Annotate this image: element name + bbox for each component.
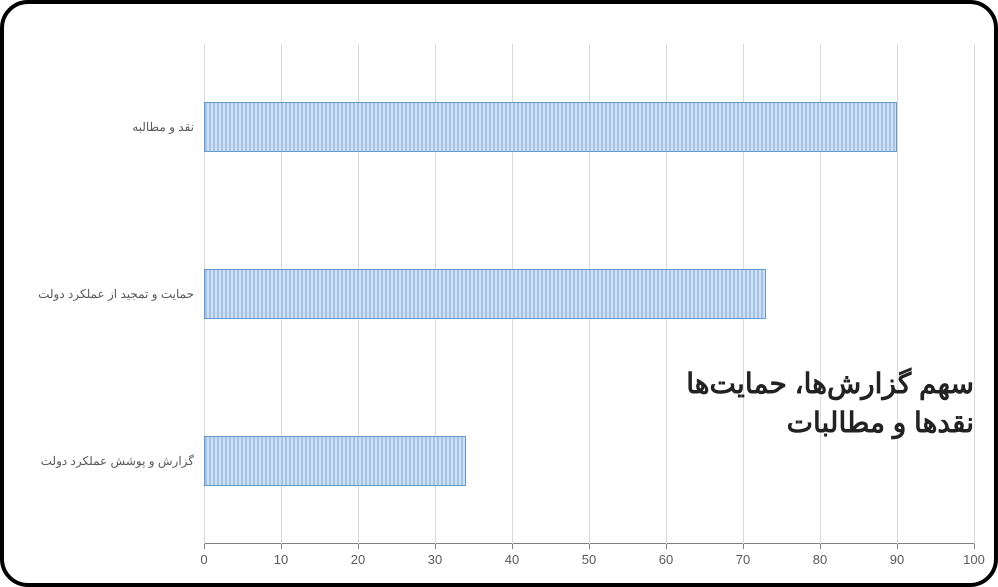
category-label: حمایت و تمجید از عملکرد دولت xyxy=(38,287,194,301)
grid-line xyxy=(974,44,975,544)
x-tick-label: 0 xyxy=(200,552,207,567)
bar-report xyxy=(204,436,466,486)
x-tick-label: 10 xyxy=(274,552,288,567)
x-tick xyxy=(820,544,821,549)
category-label: نقد و مطالبه xyxy=(132,120,194,134)
x-tick-label: 90 xyxy=(890,552,904,567)
chart-title: سهم گزارش‌ها، حمایت‌ها نقدها و مطالبات xyxy=(686,364,974,442)
x-tick xyxy=(512,544,513,549)
x-tick xyxy=(435,544,436,549)
x-tick-label: 60 xyxy=(659,552,673,567)
x-tick-label: 40 xyxy=(505,552,519,567)
chart-frame: 0 10 20 30 40 50 60 70 80 90 100 نقد و م… xyxy=(0,0,998,587)
category-label: گزارش و پوشش عملکرد دولت xyxy=(41,454,194,468)
x-tick-label: 80 xyxy=(813,552,827,567)
x-tick-label: 30 xyxy=(428,552,442,567)
x-tick xyxy=(974,544,975,549)
bar-support xyxy=(204,269,766,319)
x-tick xyxy=(897,544,898,549)
x-tick-label: 50 xyxy=(582,552,596,567)
x-tick-label: 70 xyxy=(736,552,750,567)
x-tick xyxy=(589,544,590,549)
x-tick xyxy=(204,544,205,549)
chart-title-line2: نقدها و مطالبات xyxy=(686,403,974,442)
bar-critique xyxy=(204,102,897,152)
grid-line xyxy=(897,44,898,544)
x-tick-label: 20 xyxy=(351,552,365,567)
plot-area: 0 10 20 30 40 50 60 70 80 90 100 نقد و م… xyxy=(204,44,974,544)
x-tick xyxy=(666,544,667,549)
x-tick xyxy=(358,544,359,549)
x-tick xyxy=(743,544,744,549)
x-tick xyxy=(281,544,282,549)
chart-title-line1: سهم گزارش‌ها، حمایت‌ها xyxy=(686,364,974,403)
x-tick-label: 100 xyxy=(963,552,985,567)
